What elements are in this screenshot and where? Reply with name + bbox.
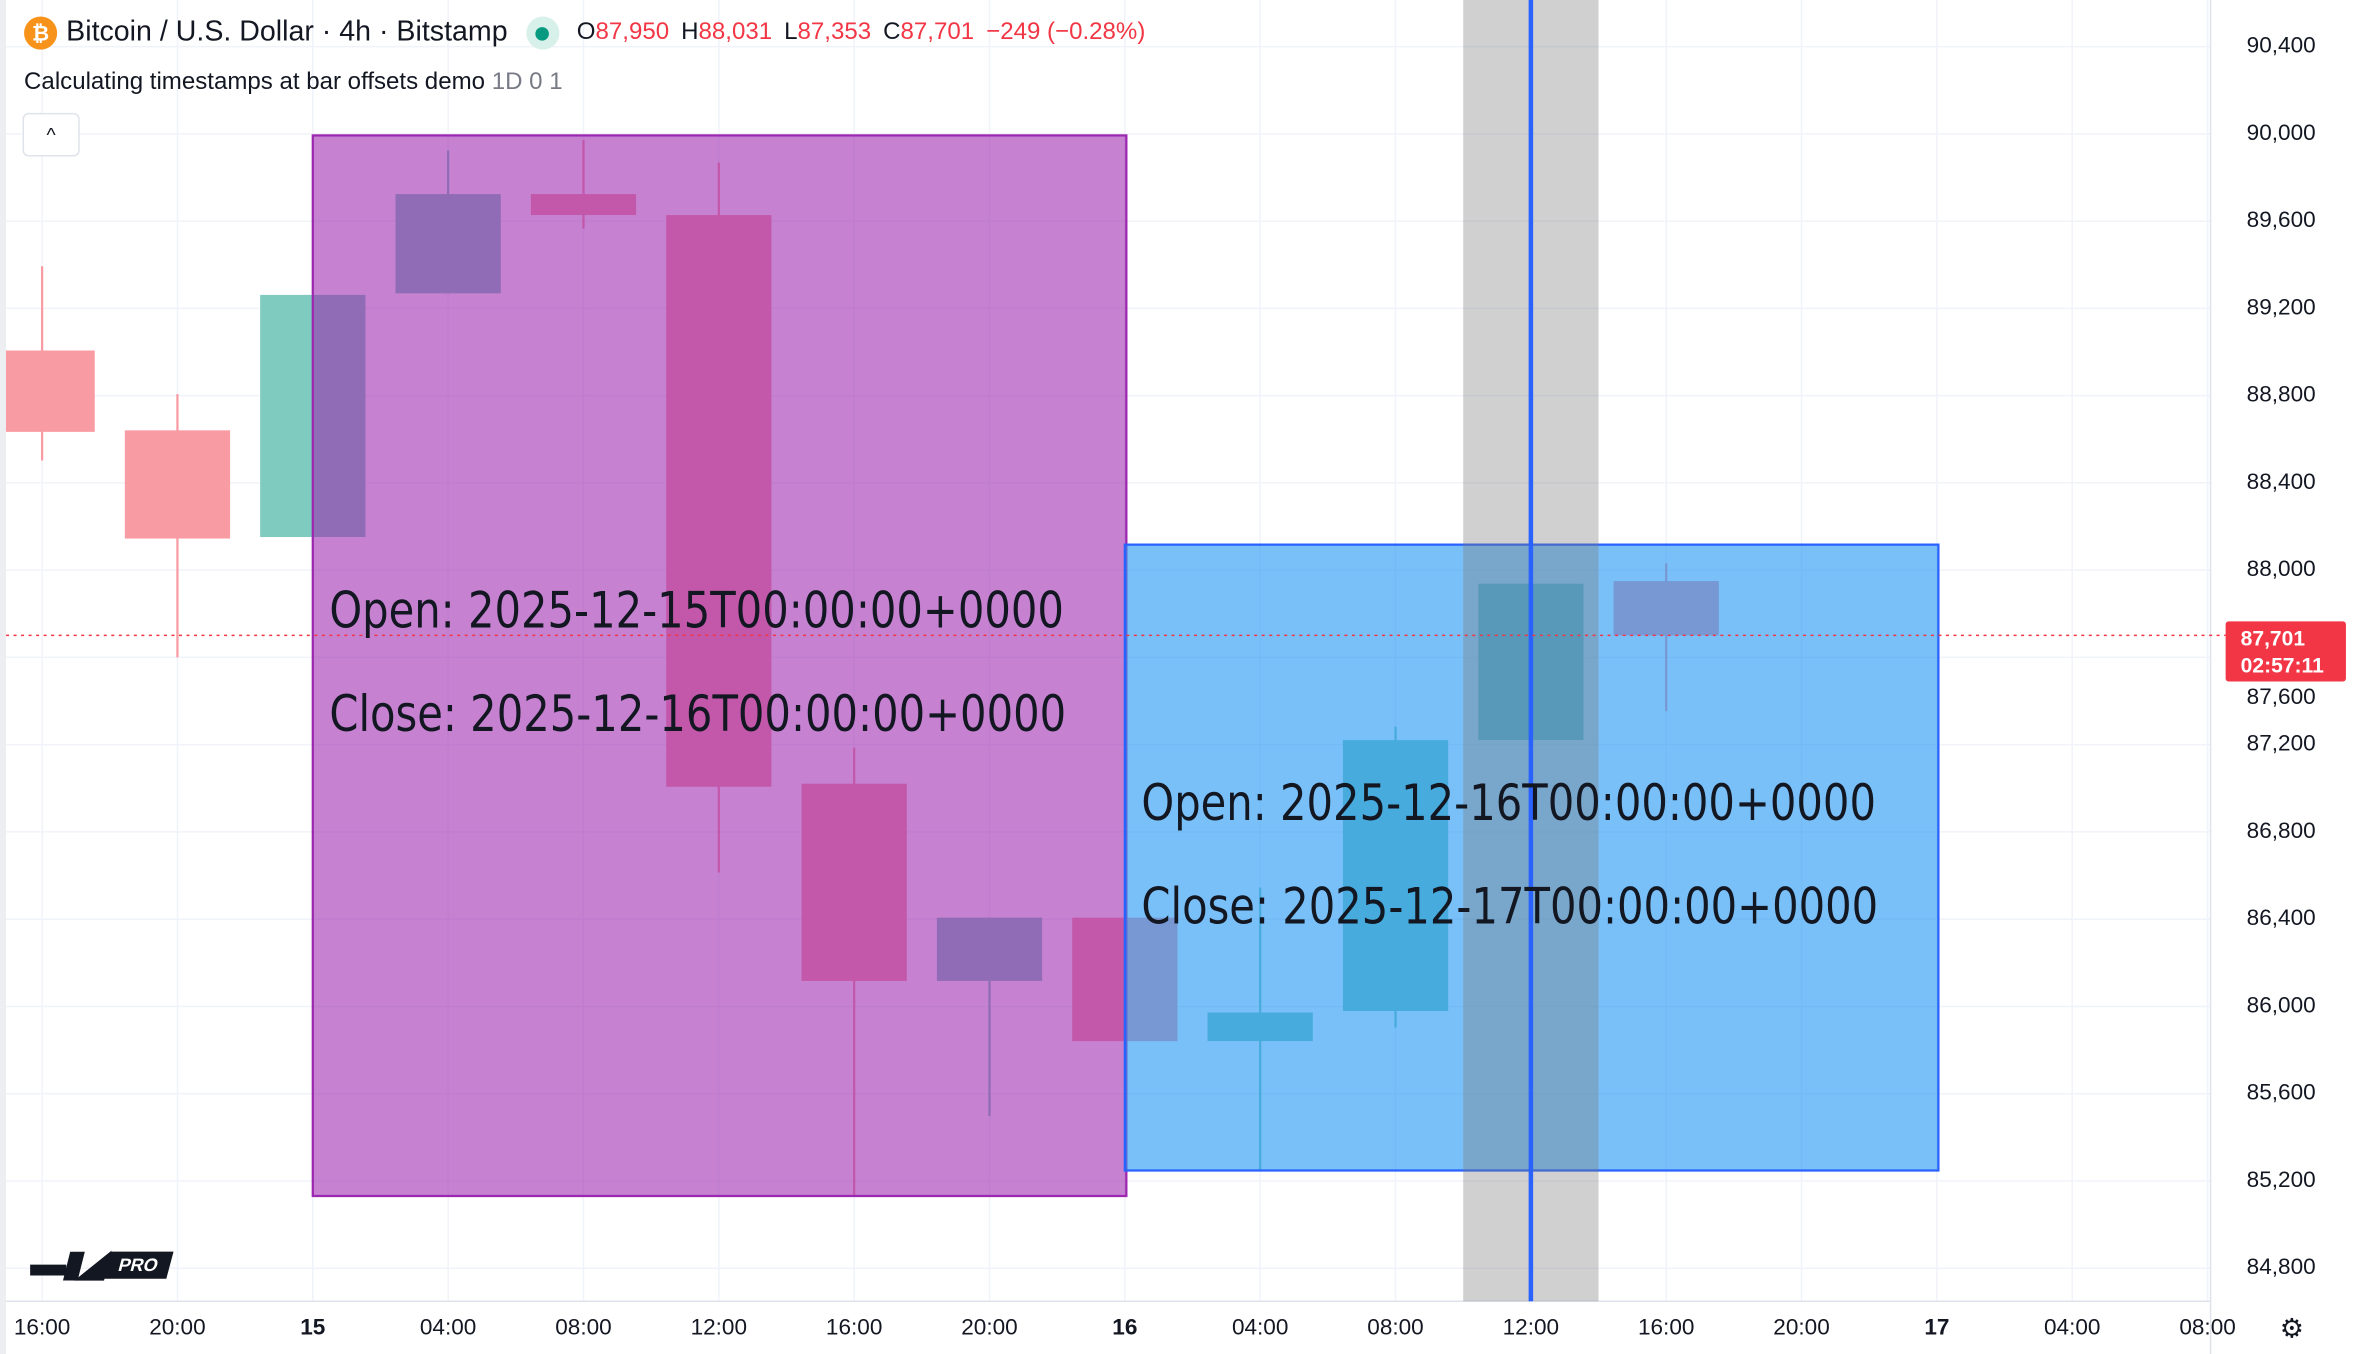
price-tick-label: 88,000 bbox=[2246, 556, 2316, 583]
time-tick-label: 12:00 bbox=[690, 1314, 748, 1341]
box2-open-text: Open: 2025-12-16T00:00:00+0000 bbox=[1141, 773, 1876, 832]
price-tick-label: 84,800 bbox=[2246, 1254, 2316, 1281]
box1-close-text: Close: 2025-12-16T00:00:00+0000 bbox=[329, 684, 1067, 744]
bitcoin-icon: ₿ bbox=[24, 16, 58, 50]
last-price: 87,701 bbox=[2240, 625, 2306, 650]
symbol-title[interactable]: Bitcoin / U.S. Dollar · 4h · Bitstamp bbox=[66, 16, 508, 49]
indicator-legend[interactable]: Calculating timestamps at bar offsets de… bbox=[24, 69, 563, 96]
price-tick-label: 86,400 bbox=[2246, 905, 2316, 932]
last-price-label: 87,701 02:57:11 bbox=[2225, 621, 2346, 682]
price-tick-label: 90,000 bbox=[2246, 120, 2316, 146]
price-tick-label: 85,600 bbox=[2246, 1080, 2316, 1106]
symbol-header: ₿ Bitcoin / U.S. Dollar · 4h · Bitstamp … bbox=[24, 16, 1146, 50]
close-value: 87,701 bbox=[900, 19, 975, 46]
bar-countdown: 02:57:11 bbox=[2240, 652, 2324, 677]
indicator-args: 1D 0 1 bbox=[491, 69, 563, 95]
indicator-name[interactable]: Calculating timestamps at bar offsets de… bbox=[24, 69, 485, 95]
time-tick-label: 04:00 bbox=[419, 1314, 477, 1341]
time-tick-label: 12:00 bbox=[1502, 1314, 1560, 1341]
price-tick-label: 90,400 bbox=[2246, 33, 2316, 59]
close-label: C bbox=[883, 19, 901, 46]
time-tick-label: 04:00 bbox=[1231, 1314, 1289, 1341]
chevron-up-icon: ^ bbox=[46, 123, 56, 146]
tradingview-logo[interactable]: ▬▮◢ PRO bbox=[30, 1243, 174, 1287]
price-tick-label: 88,800 bbox=[2246, 382, 2316, 408]
low-value: 87,353 bbox=[797, 19, 872, 46]
time-tick-label: 04:00 bbox=[2043, 1314, 2101, 1341]
time-tick-label: 20:00 bbox=[961, 1314, 1018, 1341]
high-label: H bbox=[681, 19, 699, 46]
time-tick-label: 15 bbox=[300, 1314, 326, 1341]
candle-down bbox=[124, 430, 231, 539]
ohlc-values: O87,950 H88,031 L87,353 C87,701 −249 (−0… bbox=[577, 20, 1146, 47]
pro-badge: PRO bbox=[102, 1250, 174, 1278]
time-tick-label: 20:00 bbox=[149, 1314, 206, 1341]
price-tick-label: 85,200 bbox=[2246, 1167, 2316, 1193]
price-tick-label: 87,200 bbox=[2246, 731, 2316, 757]
time-tick-label: 16:00 bbox=[13, 1314, 71, 1341]
time-tick-label: 08:00 bbox=[1367, 1314, 1424, 1341]
chart-canvas[interactable] bbox=[6, 0, 2358, 1354]
time-tick-label: 16:00 bbox=[1637, 1314, 1695, 1341]
time-tick-label: 17 bbox=[1924, 1314, 1950, 1341]
time-tick-label: 08:00 bbox=[555, 1314, 612, 1341]
price-tick-label: 86,000 bbox=[2246, 992, 2316, 1019]
low-label: L bbox=[784, 19, 798, 46]
price-tick-label: 89,200 bbox=[2246, 294, 2316, 321]
time-tick-label: 08:00 bbox=[2179, 1314, 2236, 1341]
price-tick-label: 86,800 bbox=[2246, 818, 2316, 844]
tv-logo-mark: ▬▮◢ bbox=[30, 1244, 105, 1285]
price-tick-label: 88,400 bbox=[2246, 469, 2316, 495]
open-value: 87,950 bbox=[595, 19, 670, 46]
gear-icon[interactable]: ⚙ bbox=[2279, 1313, 2305, 1344]
market-open-icon bbox=[525, 16, 559, 50]
time-tick-label: 20:00 bbox=[1773, 1314, 1830, 1341]
collapse-legend-button[interactable]: ^ bbox=[22, 112, 80, 157]
box2-close-text: Close: 2025-12-17T00:00:00+0000 bbox=[1141, 877, 1879, 936]
change-value: −249 (−0.28%) bbox=[986, 19, 1146, 46]
time-tick-label: 16:00 bbox=[825, 1314, 883, 1341]
candle-down bbox=[6, 350, 95, 432]
price-tick-label: 87,600 bbox=[2246, 684, 2316, 711]
open-label: O bbox=[576, 19, 596, 46]
price-tick-label: 89,600 bbox=[2246, 207, 2316, 234]
time-tick-label: 16 bbox=[1112, 1314, 1138, 1341]
daily-box-1 bbox=[311, 134, 1128, 1198]
box1-open-text: Open: 2025-12-15T00:00:00+0000 bbox=[329, 580, 1064, 640]
high-value: 88,031 bbox=[698, 19, 773, 46]
